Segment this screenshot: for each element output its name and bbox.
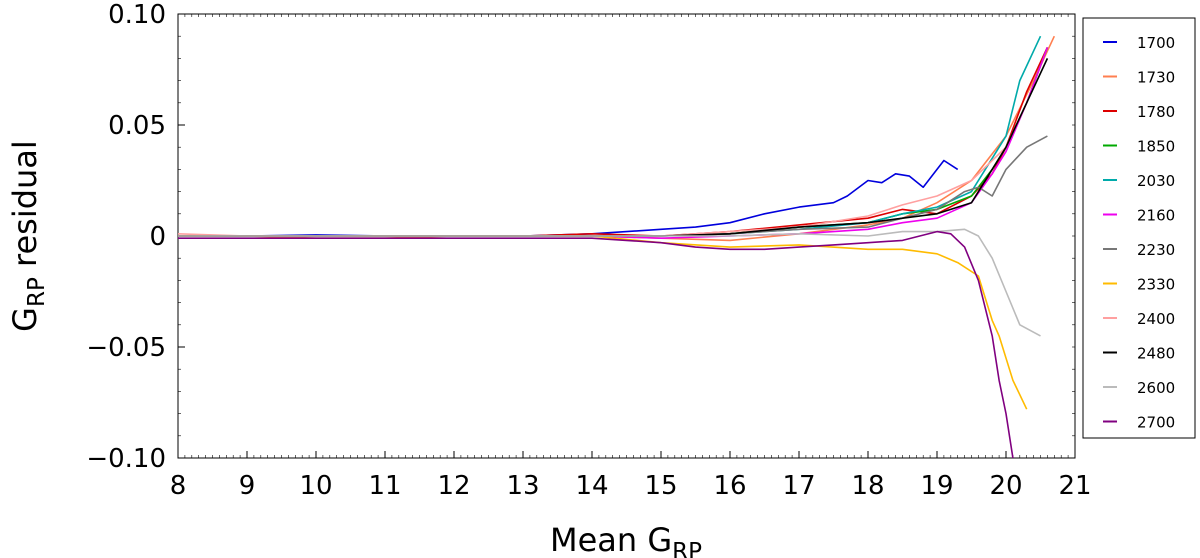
x-tick-label: 9	[239, 471, 256, 501]
series-line-2330	[178, 235, 1028, 410]
legend-label-1730: 1730	[1137, 69, 1175, 87]
minor-ticks	[177, 13, 1076, 459]
legend-label-2160: 2160	[1137, 207, 1175, 225]
x-axis: 8 9 10 11 12 13 14 15 16 17 18 19 20 21	[170, 451, 1092, 501]
x-tick-label: 8	[170, 471, 187, 501]
series-line-2400	[177, 102, 1028, 237]
x-tick-label: 21	[1058, 471, 1091, 501]
legend-label-2230: 2230	[1137, 241, 1175, 259]
x-tick-label: 13	[506, 471, 539, 501]
legend-label-2600: 2600	[1137, 379, 1175, 397]
series-layer	[177, 35, 1056, 459]
x-tick-label: 14	[575, 471, 608, 501]
x-tick-label: 12	[437, 471, 470, 501]
x-tick-label: 19	[920, 471, 953, 501]
y-tick-label: 0.05	[108, 111, 166, 141]
y-tick-label: −0.05	[86, 333, 166, 363]
legend-label-2400: 2400	[1137, 310, 1175, 328]
legend-label-2480: 2480	[1137, 345, 1175, 363]
legend-label-2330: 2330	[1137, 276, 1175, 294]
series-line-2160	[178, 47, 1049, 239]
y-axis: −0.10 −0.05 0 0.05 0.10	[86, 0, 185, 474]
x-tick-label: 16	[713, 471, 746, 501]
series-line-2030	[178, 35, 1042, 237]
series-line-1780	[178, 46, 1049, 237]
x-tick-label: 20	[989, 471, 1022, 501]
legend-label-1700: 1700	[1137, 34, 1175, 52]
legend-box	[1082, 17, 1196, 439]
legend-label-2030: 2030	[1137, 172, 1175, 190]
y-tick-label: 0	[149, 222, 166, 252]
x-tick-label: 15	[644, 471, 677, 501]
series-line-2480	[178, 58, 1049, 237]
x-tick-label: 11	[368, 471, 401, 501]
legend-label-1780: 1780	[1137, 103, 1175, 121]
x-tick-label: 10	[299, 471, 332, 501]
legend: 1700 1730 1780 1850 2030 2160 2230 2330 2400 2480…	[1103, 34, 1175, 432]
y-tick-label: −0.10	[86, 444, 166, 474]
y-axis-title: GRP residual	[6, 140, 50, 332]
x-tick-label: 17	[782, 471, 815, 501]
x-tick-label: 18	[851, 471, 884, 501]
x-axis-title: Mean GRP	[550, 521, 702, 558]
series-line-1850	[178, 47, 1049, 237]
y-tick-label: 0.10	[108, 0, 166, 30]
series-line-2700	[178, 230, 1014, 459]
legend-label-2700: 2700	[1137, 414, 1175, 432]
series-line-2600	[178, 228, 1041, 337]
legend-label-1850: 1850	[1137, 138, 1175, 156]
